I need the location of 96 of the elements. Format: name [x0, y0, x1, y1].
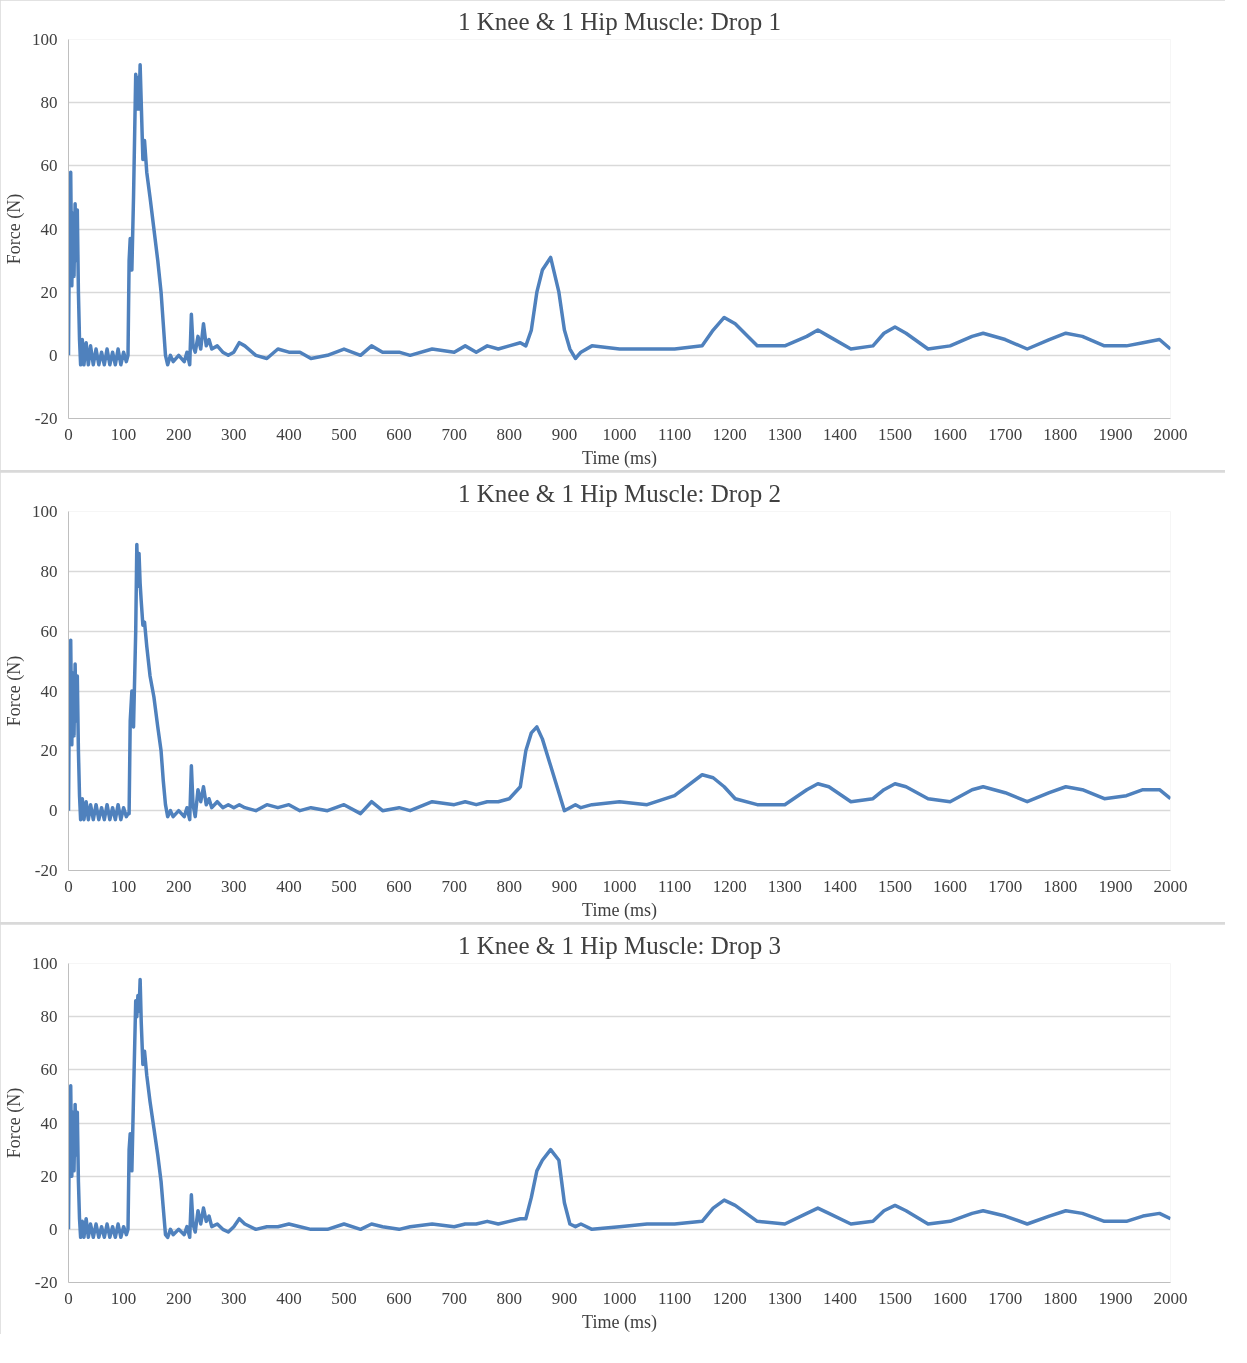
chart-title: 1 Knee & 1 Hip Muscle: Drop 3 — [458, 931, 781, 959]
y-tick-label: 80 — [40, 561, 58, 581]
y-tick-label: 80 — [40, 93, 58, 113]
x-tick-label: 900 — [551, 1288, 578, 1308]
y-tick-label: -20 — [34, 1273, 58, 1292]
x-tick-label: 1700 — [988, 876, 1023, 896]
x-tick-label: 1800 — [1043, 1288, 1078, 1308]
x-tick-label: 1200 — [712, 1288, 747, 1308]
x-tick-label: 800 — [496, 876, 523, 896]
x-tick-label: 2000 — [1153, 1288, 1188, 1308]
x-tick-label: 100 — [110, 1288, 137, 1308]
y-tick-label: 80 — [40, 1007, 58, 1027]
y-tick-label: 100 — [32, 502, 58, 521]
x-tick-label: 2000 — [1153, 876, 1188, 896]
x-tick-label: 1200 — [712, 424, 747, 444]
x-tick-label: 200 — [165, 424, 192, 444]
y-tick-label: -20 — [34, 409, 58, 428]
chart-title: 1 Knee & 1 Hip Muscle: Drop 1 — [458, 7, 781, 35]
y-tick-label: 100 — [32, 30, 58, 49]
x-tick-label: 1900 — [1098, 1288, 1133, 1308]
x-tick-label: 300 — [221, 424, 247, 444]
x-tick-label: 1600 — [933, 876, 968, 896]
y-tick-label: 60 — [40, 621, 58, 641]
y-tick-label: 40 — [40, 219, 58, 239]
x-tick-label: 1500 — [878, 1288, 912, 1308]
y-tick-label: 100 — [32, 954, 58, 973]
x-tick-label: 400 — [276, 876, 302, 896]
x-tick-label: 1300 — [767, 1288, 802, 1308]
y-tick-label: 0 — [49, 801, 58, 821]
y-axis-title: Force (N) — [4, 1087, 25, 1159]
x-tick-label: 700 — [441, 1288, 467, 1308]
x-tick-label: 1800 — [1043, 876, 1078, 896]
x-tick-label: 600 — [386, 876, 412, 896]
x-tick-label: 100 — [110, 424, 137, 444]
line-series — [68, 63, 1171, 367]
x-tick-label: 700 — [441, 876, 467, 896]
x-tick-label: 900 — [551, 424, 578, 444]
y-tick-label: 20 — [40, 741, 58, 761]
y-axis-title: Force (N) — [4, 655, 25, 727]
x-tick-label: 1700 — [988, 424, 1023, 444]
x-tick-label: 1300 — [767, 424, 802, 444]
chart-title: 1 Knee & 1 Hip Muscle: Drop 2 — [458, 479, 781, 507]
x-tick-label: 1500 — [878, 876, 912, 896]
x-tick-label: 800 — [496, 1288, 523, 1308]
x-tick-label: 1000 — [602, 424, 637, 444]
x-tick-label: 1000 — [602, 876, 637, 896]
x-tick-label: 1900 — [1098, 424, 1133, 444]
x-tick-label: 1200 — [712, 876, 747, 896]
x-tick-label: 600 — [386, 424, 412, 444]
x-tick-label: 1400 — [822, 1288, 857, 1308]
x-tick-label: 1100 — [657, 1288, 692, 1308]
x-tick-label: 1100 — [657, 876, 692, 896]
x-axis-title: Time (ms) — [582, 1311, 657, 1333]
x-tick-label: 600 — [386, 1288, 412, 1308]
x-tick-label: 1400 — [822, 424, 857, 444]
x-tick-label: 400 — [276, 1288, 302, 1308]
line-series — [68, 977, 1171, 1240]
y-tick-label: 20 — [40, 1166, 58, 1186]
x-tick-label: 1500 — [878, 424, 912, 444]
line-series — [68, 542, 1171, 822]
x-tick-label: 300 — [221, 876, 247, 896]
y-tick-label: 0 — [49, 1219, 58, 1239]
y-tick-label: 20 — [40, 282, 58, 302]
y-axis-title: Force (N) — [4, 193, 25, 265]
x-tick-label: 1600 — [933, 424, 968, 444]
x-tick-label: 700 — [441, 424, 467, 444]
x-tick-label: 1700 — [988, 1288, 1023, 1308]
x-tick-label: 900 — [551, 876, 578, 896]
x-tick-label: 0 — [64, 876, 73, 896]
y-tick-label: 60 — [40, 1060, 58, 1080]
x-tick-label: 200 — [165, 876, 192, 896]
x-tick-label: 2000 — [1153, 424, 1188, 444]
y-tick-label: 60 — [40, 156, 58, 176]
x-tick-label: 1900 — [1098, 876, 1133, 896]
x-axis-title: Time (ms) — [582, 899, 657, 921]
x-tick-label: 1000 — [602, 1288, 637, 1308]
x-tick-label: 1600 — [933, 1288, 968, 1308]
x-tick-label: 500 — [331, 424, 357, 444]
x-tick-label: 200 — [165, 1288, 192, 1308]
y-tick-label: -20 — [34, 861, 58, 880]
x-tick-label: 300 — [221, 1288, 247, 1308]
x-tick-label: 1100 — [657, 424, 692, 444]
x-tick-label: 1400 — [822, 876, 857, 896]
y-tick-label: 40 — [40, 681, 58, 701]
y-tick-label: 0 — [49, 345, 58, 365]
x-tick-label: 0 — [64, 1288, 73, 1308]
x-tick-label: 0 — [64, 424, 73, 444]
x-tick-label: 1800 — [1043, 424, 1078, 444]
x-tick-label: 500 — [331, 876, 357, 896]
x-tick-label: 800 — [496, 424, 523, 444]
x-tick-label: 500 — [331, 1288, 357, 1308]
x-tick-label: 400 — [276, 424, 302, 444]
x-axis-title: Time (ms) — [582, 447, 657, 469]
x-tick-label: 100 — [110, 876, 137, 896]
x-tick-label: 1300 — [767, 876, 802, 896]
y-tick-label: 40 — [40, 1113, 58, 1133]
